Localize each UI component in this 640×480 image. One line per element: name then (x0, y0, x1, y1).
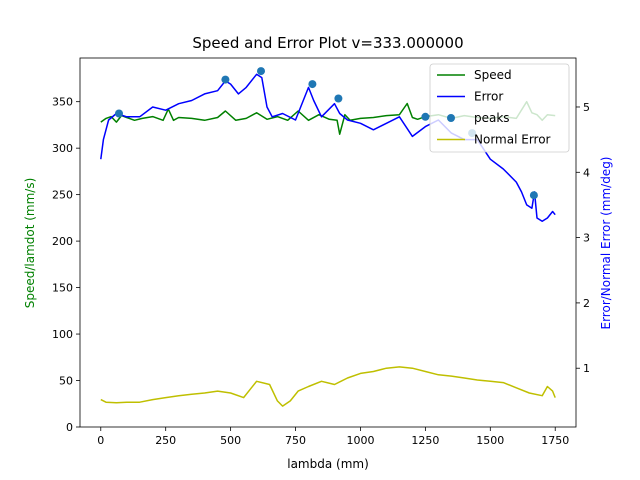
y-left-tick-label: 50 (59, 375, 73, 388)
peak-point (257, 67, 265, 76)
y-left-tick-label: 350 (52, 96, 73, 109)
x-tick-label: 250 (155, 434, 176, 447)
y-left-tick-label: 300 (52, 142, 73, 155)
x-tick-label: 500 (220, 434, 241, 447)
legend-entry-label: peaks (474, 111, 510, 125)
legend-swatch-marker (447, 114, 455, 122)
y-right-tick-label: 2 (583, 297, 590, 310)
x-tick-label: 750 (285, 434, 306, 447)
y-left-tick-label: 0 (66, 421, 73, 434)
x-axis-label: lambda (mm) (287, 457, 369, 471)
legend-entry-label: Error (474, 90, 503, 104)
y-left-tick-label: 200 (52, 235, 73, 248)
x-tick-label: 1000 (346, 434, 374, 447)
legend-entry-label: Speed (474, 68, 512, 82)
legend-entry-label: Normal Error (474, 133, 551, 147)
peak-point (115, 109, 123, 118)
y-right-tick-label: 1 (583, 362, 590, 375)
peak-point (529, 191, 538, 200)
y-right-tick-label: 3 (583, 232, 590, 245)
series-line-normal-error (100, 366, 556, 407)
y-left-tick-label: 150 (52, 282, 73, 295)
legend-box (429, 63, 570, 153)
y-left-tick-label: 100 (52, 328, 73, 341)
series-line-error (100, 73, 556, 223)
y-right-tick-label: 5 (583, 101, 590, 114)
x-tick-label: 1250 (411, 434, 439, 447)
y-axis-label-left: Speed/lamdot (mm/s) (23, 178, 37, 309)
y-right-tick-label: 4 (583, 166, 590, 179)
x-tick-label: 1500 (476, 434, 504, 447)
y-left-tick-label: 250 (52, 189, 73, 202)
peak-point (421, 112, 430, 121)
y-axis-label-right: Error/Normal Error (mm/deg) (599, 157, 613, 330)
plot-area (100, 67, 556, 407)
axes: 0 250 500 750 1000 1250 1500 175005010015020025… (52, 57, 590, 447)
legend: Speed Error peaks Normal Error (429, 63, 570, 153)
chart-title: Speed and Error Plot v=333.000000 (192, 34, 463, 52)
axes-frame (79, 57, 577, 428)
peak-point (221, 75, 230, 84)
peak-point (334, 94, 343, 103)
peak-point (308, 80, 317, 89)
x-tick-label: 0 (97, 434, 104, 447)
x-tick-label: 1750 (541, 434, 569, 447)
